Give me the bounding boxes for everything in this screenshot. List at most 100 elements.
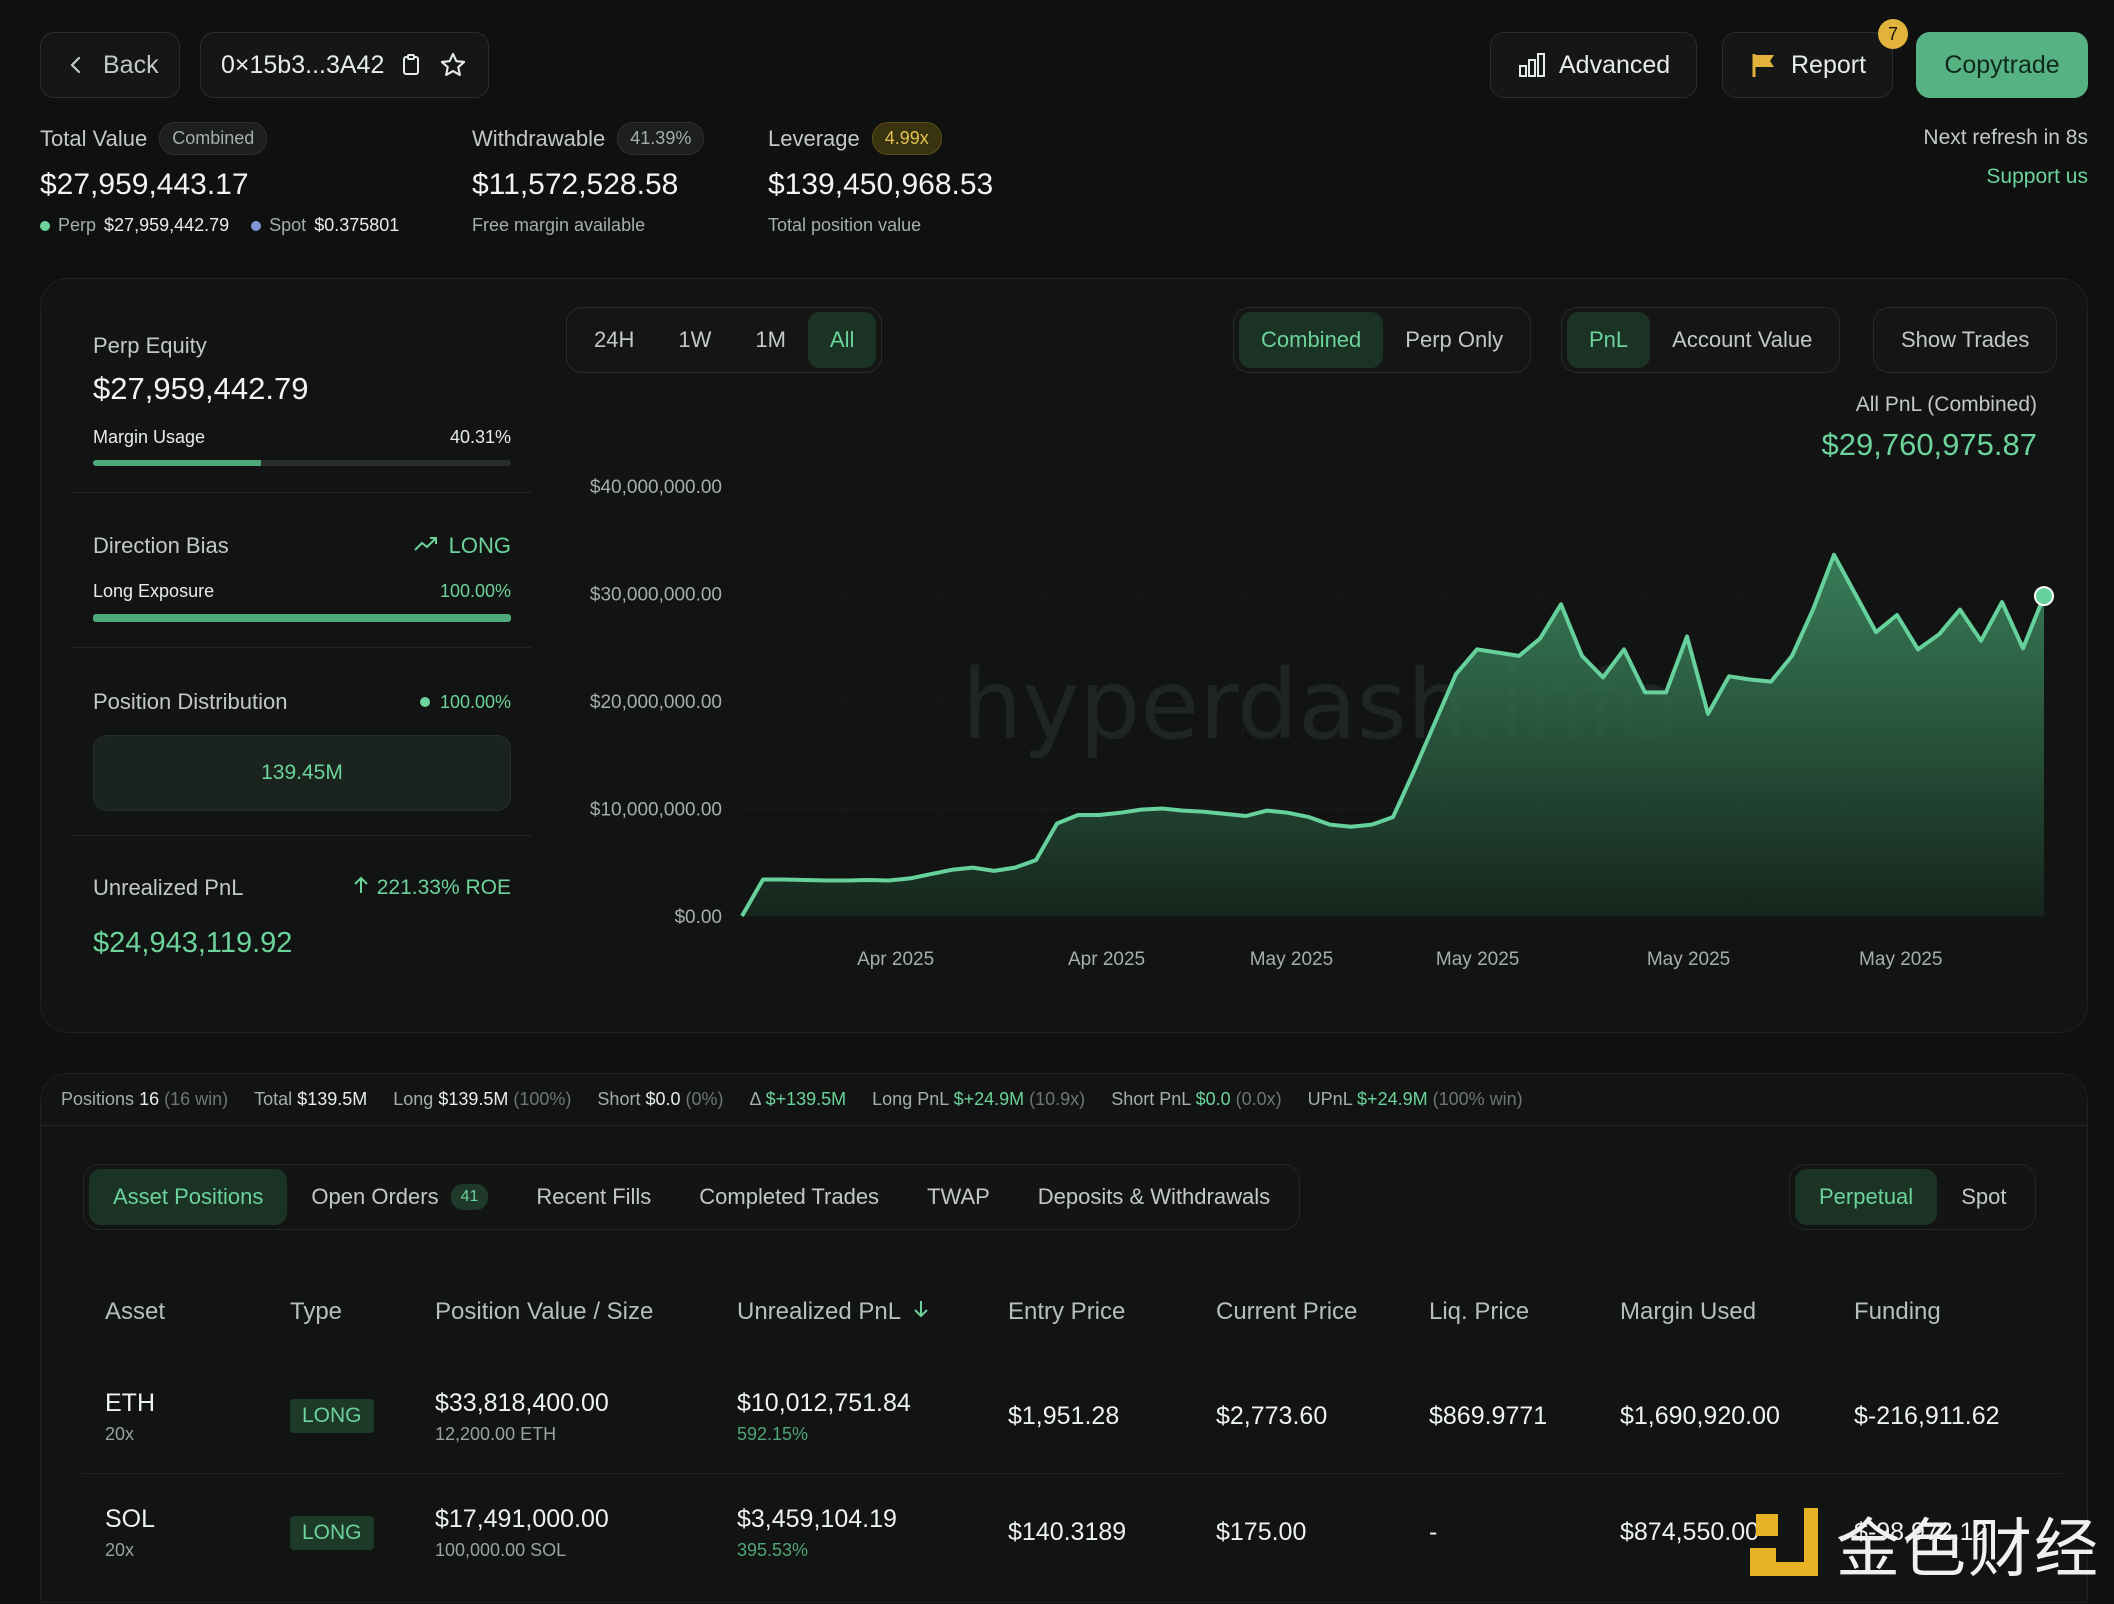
side-divider bbox=[71, 647, 531, 648]
upnl-roe: 221.33% ROE bbox=[376, 876, 511, 899]
asset-name: ETH bbox=[105, 1389, 155, 1417]
col-position-value[interactable]: Position Value / Size bbox=[435, 1298, 654, 1325]
leverage-pill: 4.99x bbox=[871, 122, 942, 155]
perp-equity-value: $27,959,442.79 bbox=[93, 371, 309, 406]
address-chip[interactable]: 0×15b3...3A42 bbox=[200, 32, 490, 98]
perp-equity-card: Perp Equity $27,959,442.79 Margin Usage … bbox=[93, 333, 511, 466]
logo-wordmark: 金色财经 bbox=[1836, 1513, 2100, 1587]
copytrade-button[interactable]: Copytrade bbox=[1916, 32, 2088, 98]
unrealized-pnl-pct: 592.15% bbox=[737, 1424, 809, 1444]
side-divider bbox=[71, 835, 531, 836]
unrealized-pnl-pct: 395.53% bbox=[737, 1540, 809, 1560]
type-badge: LONG bbox=[290, 1399, 374, 1433]
show-trades-toggle[interactable]: Show Trades bbox=[1873, 307, 2058, 373]
tab-asset-positions[interactable]: Asset Positions bbox=[89, 1169, 288, 1225]
col-unrealized-pnl[interactable]: Unrealized PnL bbox=[737, 1298, 929, 1326]
col-liq-price[interactable]: Liq. Price bbox=[1429, 1298, 1530, 1325]
funding: $-98,972.12 bbox=[1854, 1518, 1988, 1546]
tab-spot[interactable]: Spot bbox=[1961, 1184, 2007, 1209]
metric-account-value[interactable]: Account Value bbox=[1672, 327, 1813, 352]
logo-mark-icon bbox=[1746, 1504, 1822, 1585]
tab-deposits-withdrawals[interactable]: Deposits & Withdrawals bbox=[1037, 1184, 1271, 1209]
col-asset[interactable]: Asset bbox=[105, 1298, 166, 1325]
position-value: $17,491,000.00 bbox=[435, 1505, 609, 1533]
perp-equity-label: Perp Equity bbox=[93, 333, 207, 358]
tab-twap[interactable]: TWAP bbox=[927, 1184, 990, 1209]
tab-perpetual[interactable]: Perpetual bbox=[1795, 1169, 1938, 1225]
margin-usage-fill bbox=[93, 460, 262, 466]
summary-upnl: UPnL $+24.9M (100% win) bbox=[1307, 1089, 1523, 1109]
asset-name: SOL bbox=[105, 1505, 156, 1533]
flag-icon bbox=[1749, 50, 1779, 80]
report-button[interactable]: Report 7 bbox=[1722, 19, 1909, 98]
mode-selector: Combined Perp Only bbox=[1233, 307, 1532, 373]
liq-price: - bbox=[1429, 1518, 1438, 1546]
perp-spot-breakdown: Perp $27,959,442.79 Spot $0.375801 bbox=[40, 215, 399, 236]
summary-long: Long $139.5M (100%) bbox=[393, 1089, 572, 1109]
withdrawable-value: $11,572,528.58 bbox=[472, 168, 679, 201]
type-badge: LONG bbox=[290, 1516, 374, 1550]
col-entry-price[interactable]: Entry Price bbox=[1008, 1298, 1126, 1325]
support-link[interactable]: Support us bbox=[1986, 165, 2088, 188]
metric-selector: PnL Account Value bbox=[1561, 307, 1841, 373]
chevron-left-icon bbox=[61, 50, 91, 80]
asset-leverage: 20x bbox=[105, 1424, 135, 1444]
col-current-price[interactable]: Current Price bbox=[1216, 1298, 1358, 1325]
tab-completed-trades[interactable]: Completed Trades bbox=[699, 1184, 880, 1209]
chart-header-value: $29,760,975.87 bbox=[1821, 427, 2038, 462]
col-type[interactable]: Type bbox=[290, 1298, 343, 1325]
asset-leverage: 20x bbox=[105, 1540, 135, 1560]
entry-price: $1,951.28 bbox=[1008, 1402, 1120, 1430]
withdrawable-pill: 41.39% bbox=[617, 122, 705, 155]
range-1w[interactable]: 1W bbox=[678, 327, 712, 352]
summary-short-pnl: Short PnL $0.0 (0.0x) bbox=[1111, 1089, 1282, 1109]
summary-delta: Δ $+139.5M bbox=[749, 1089, 847, 1109]
row-divider bbox=[82, 1473, 2062, 1474]
perp-dot bbox=[40, 220, 50, 231]
total-value-label: Total Value Combined bbox=[40, 122, 268, 155]
current-price: $2,773.60 bbox=[1216, 1402, 1328, 1430]
position-distribution-card: Position Distribution 100.00% 139.45M bbox=[93, 689, 511, 811]
open-orders-count: 41 bbox=[450, 1184, 489, 1210]
long-exposure-fill bbox=[93, 614, 511, 622]
spot-dot bbox=[251, 220, 262, 231]
copy-icon[interactable] bbox=[396, 50, 426, 80]
range-all[interactable]: All bbox=[807, 312, 877, 368]
direction-bias-value: LONG bbox=[448, 533, 511, 558]
metric-pnl[interactable]: PnL bbox=[1567, 312, 1651, 368]
position-distribution-value: 100.00% bbox=[439, 691, 511, 712]
margin-usage-bar bbox=[93, 460, 511, 466]
range-24h[interactable]: 24H bbox=[594, 327, 635, 352]
position-distribution-label: Position Distribution bbox=[93, 689, 288, 714]
arrow-up-icon bbox=[353, 875, 369, 901]
summary-positions: Positions 16 (16 win) bbox=[61, 1089, 229, 1109]
trending-up-icon bbox=[413, 533, 439, 559]
col-funding[interactable]: Funding bbox=[1854, 1298, 1941, 1325]
copytrade-label: Copytrade bbox=[1944, 50, 2060, 79]
col-margin-used[interactable]: Margin Used bbox=[1620, 1298, 1757, 1325]
corner-logo: 金色财经 bbox=[1746, 1498, 2100, 1590]
liq-price: $869.9771 bbox=[1429, 1402, 1548, 1430]
report-notification-badge: 7 bbox=[1878, 19, 1909, 49]
combined-pill: Combined bbox=[159, 122, 268, 155]
distribution-block[interactable]: 139.45M bbox=[93, 735, 511, 811]
back-button[interactable]: Back bbox=[40, 32, 180, 98]
wallet-address: 0×15b3...3A42 bbox=[221, 50, 385, 79]
margin-usage-label: Margin Usage bbox=[93, 427, 206, 447]
spot-value: $0.375801 bbox=[314, 215, 400, 235]
range-1m[interactable]: 1M bbox=[755, 327, 786, 352]
advanced-button[interactable]: Advanced bbox=[1490, 32, 1698, 98]
range-selector: 24H 1W 1M All bbox=[566, 307, 883, 373]
mode-perp-only[interactable]: Perp Only bbox=[1405, 327, 1504, 352]
mode-combined[interactable]: Combined bbox=[1239, 312, 1384, 368]
withdrawable-sub: Free margin available bbox=[472, 215, 646, 235]
star-icon[interactable] bbox=[438, 50, 468, 80]
current-price: $175.00 bbox=[1216, 1518, 1307, 1546]
market-type-tabs: Perpetual Spot bbox=[1789, 1164, 2037, 1230]
long-exposure-bar bbox=[93, 614, 511, 622]
direction-bias-card: Direction Bias LONG Long Exposure 100.00… bbox=[93, 533, 511, 622]
summary-long-pnl: Long PnL $+24.9M (10.9x) bbox=[872, 1089, 1086, 1109]
tab-recent-fills[interactable]: Recent Fills bbox=[536, 1184, 652, 1209]
tab-open-orders[interactable]: Open Orders 41 bbox=[287, 1169, 512, 1225]
withdrawable-label: Withdrawable 41.39% bbox=[472, 122, 705, 155]
